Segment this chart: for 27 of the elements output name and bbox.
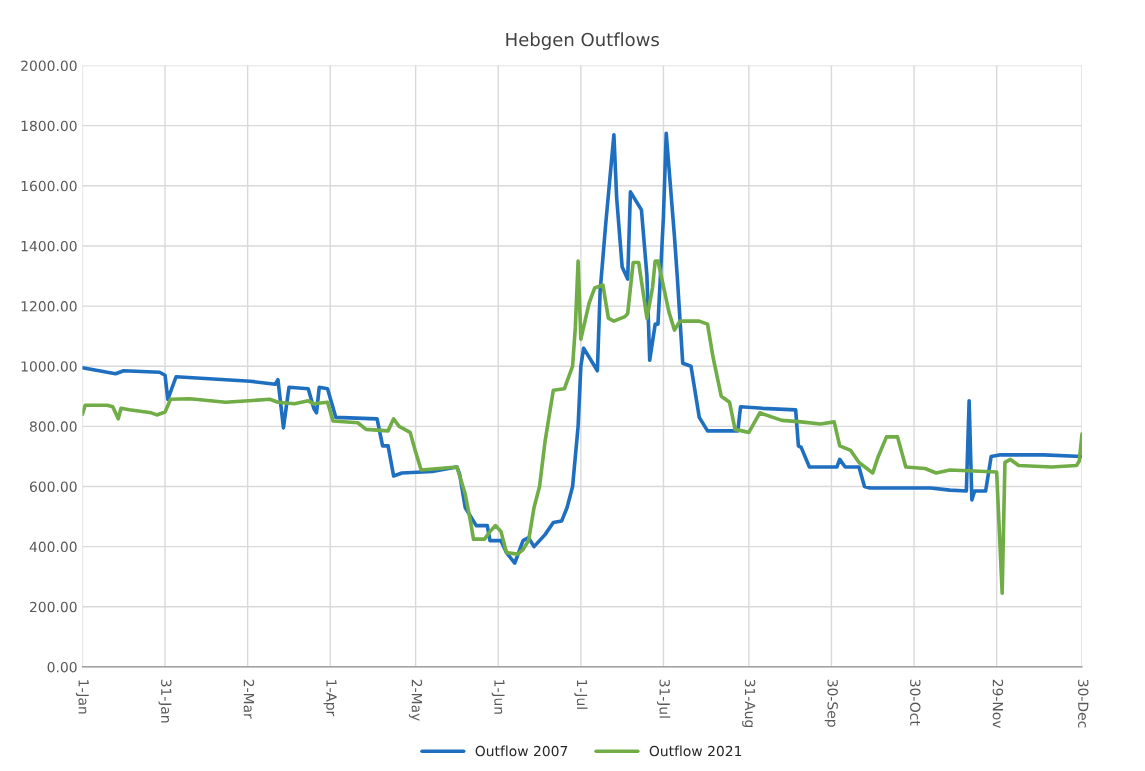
x-tick-label: 1-Jan (75, 680, 89, 714)
x-tick-label: 30-Dec (1077, 679, 1089, 728)
y-tick-label: 400.00 (29, 541, 77, 553)
y-tick-label: 1400.00 (21, 240, 77, 252)
x-tick-label: 1-Jul (574, 680, 588, 709)
legend-label: Outflow 2021 (649, 745, 742, 757)
chart-title: Hebgen Outflows (506, 32, 659, 50)
x-tick-label: 1-Apr (323, 680, 337, 717)
x-tick-label: 31-Jul (656, 679, 671, 718)
y-tick-label: 200.00 (30, 601, 77, 613)
y-tick-label: 600.00 (29, 481, 77, 492)
x-tick-label: 29-Nov (992, 679, 1004, 729)
legend-label: Outflow 2007 (475, 745, 568, 757)
x-tick-label: 30-Oct (910, 679, 921, 726)
y-tick-label: 2000.00 (21, 60, 77, 72)
y-tick-label: 1000.00 (21, 361, 77, 372)
x-tick-label: 1-Jun (491, 680, 505, 714)
x-tick-label: 2-Mar (243, 679, 255, 719)
y-tick-label: 1200.00 (21, 301, 77, 312)
x-tick-label: 30-Sep (824, 679, 838, 727)
y-tick-label: 1600.00 (21, 180, 77, 192)
x-tick-label: 31-Aug (742, 679, 756, 727)
y-tick-label: 0.00 (47, 661, 77, 673)
x-tick-label: 2-May (408, 679, 423, 721)
y-tick-label: 800.00 (29, 421, 77, 432)
y-tick-label: 1800.00 (21, 120, 77, 132)
x-tick-label: 31-Jan (158, 679, 172, 723)
